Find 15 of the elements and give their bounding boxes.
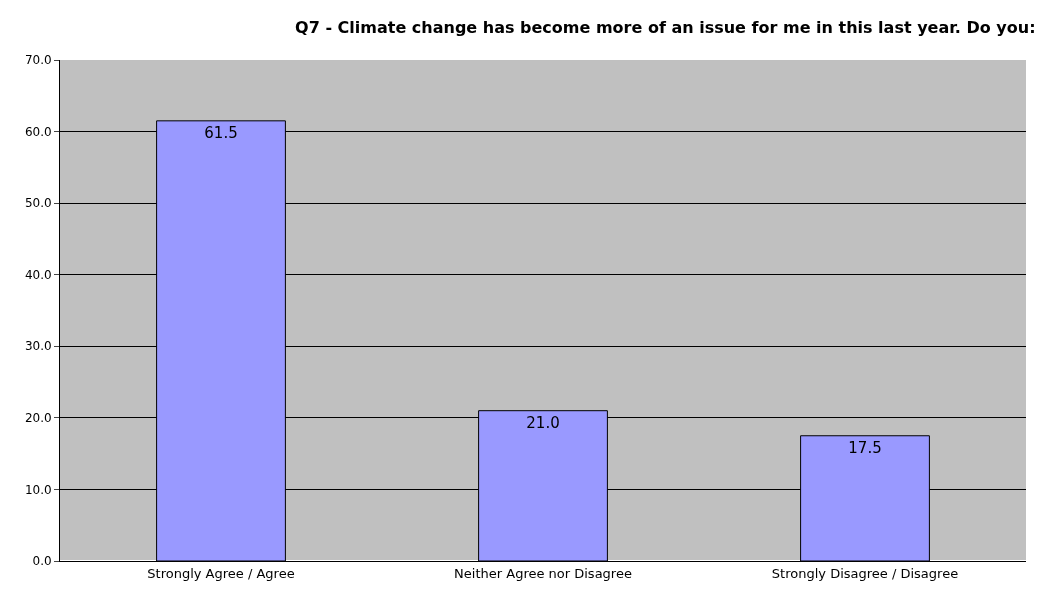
data-label: 21.0 (526, 413, 560, 432)
chart-title: Q7 - Climate change has become more of an issue for me in this last year. Do you: (295, 17, 1036, 37)
y-tick-label: 40.0 (24, 267, 52, 282)
data-label: 61.5 (204, 123, 238, 142)
x-tick-label: Neither Agree nor Disagree (454, 565, 632, 581)
y-tick-label: 60.0 (24, 124, 52, 139)
x-tick-label: Strongly Agree / Agree (147, 565, 295, 581)
y-tick-label: 30.0 (24, 339, 52, 354)
y-tick-label: 10.0 (24, 482, 52, 497)
y-tick-label: 0.0 (32, 554, 52, 569)
y-tick-label: 70.0 (24, 53, 52, 68)
y-tick-label: 50.0 (24, 196, 52, 211)
x-tick-label: Strongly Disagree / Disagree (771, 565, 959, 581)
data-label: 17.5 (848, 438, 882, 457)
y-tick-label: 20.0 (24, 411, 52, 426)
